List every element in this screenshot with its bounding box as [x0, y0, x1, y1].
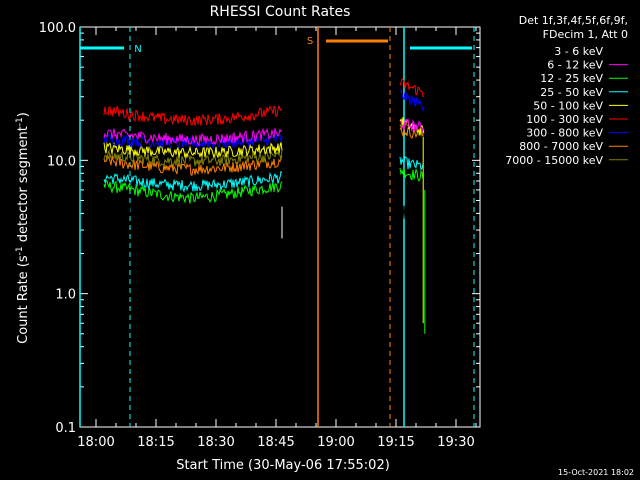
series-line-segment: [103, 127, 282, 147]
series-line-segment: [399, 156, 425, 171]
x-axis-label: Start Time (30-May-06 17:55:02): [176, 458, 390, 473]
saa-label: S: [307, 36, 313, 47]
legend: Det 1f,3f,4f,5f,6f,9f,FDecim 1, Att 0 3 -…: [505, 14, 628, 167]
x-tick-label: 18:15: [137, 435, 174, 450]
legend-entry-label: 25 - 50 keV: [540, 86, 603, 99]
x-tick-label: 18:45: [257, 435, 294, 450]
series-line-segment: [103, 141, 283, 159]
x-tick-label: 18:00: [77, 435, 114, 450]
legend-header-line: Det 1f,3f,4f,5f,6f,9f,: [519, 14, 628, 27]
series-line-segment: [103, 155, 283, 176]
y-axis-label-mid: detector segment: [16, 126, 31, 246]
night-label: N: [134, 44, 141, 55]
series-100-300keV: [103, 78, 425, 126]
x-tick-label: 18:30: [197, 435, 234, 450]
series-12-25keV: [103, 167, 425, 204]
legend-entry-label: 300 - 800 keV: [526, 127, 603, 140]
series-line-segment: [103, 196, 283, 250]
series-line-segment: [399, 89, 425, 113]
legend-entry-label: 800 - 7000 keV: [519, 140, 603, 153]
series-25-50keV: [103, 156, 425, 193]
timestamp: 15-Oct-2021 18:02: [558, 468, 634, 477]
legend-header-line: FDecim 1, Att 0: [543, 28, 628, 41]
series-line-segment: [103, 104, 283, 126]
series-6-12keV: [103, 117, 425, 147]
series-line-segment: [399, 202, 425, 230]
series-line-segment: [103, 170, 283, 193]
x-tick-label: 19:15: [377, 435, 414, 450]
series-line-segment: [399, 167, 425, 182]
plot-area: 100.0 10.0 1.0 0.118:00 18:15 18:30 18:45 19:00…: [39, 21, 481, 450]
y-axis-label-sup1: -1: [15, 246, 25, 255]
legend-entry-label: 100 - 300 keV: [526, 113, 603, 126]
series-line-segment: [399, 78, 425, 98]
series-line-segment: [103, 180, 283, 204]
x-tick-label: 19:00: [317, 435, 354, 450]
series-300-800keV: [103, 89, 425, 150]
x-tick-label: 19:30: [437, 435, 474, 450]
y-tick-label: 0.1: [55, 421, 76, 436]
y-axis-label-end: ): [16, 112, 31, 117]
plot-frame: [79, 26, 481, 428]
legend-entry-label: 6 - 12 keV: [547, 59, 603, 72]
chart-title: RHESSI Count Rates: [210, 4, 351, 20]
legend-entry-label: 7000 - 15000 keV: [505, 154, 603, 167]
series-line-segment: [399, 117, 425, 133]
y-axis-label: Count Rate (s-1 detector segment-1): [15, 112, 31, 344]
legend-entry-label: 12 - 25 keV: [540, 72, 603, 85]
y-tick-label: 100.0: [39, 21, 76, 36]
y-tick-label: 10.0: [47, 154, 76, 169]
y-axis-label-main: Count Rate (s: [16, 255, 31, 344]
series-line-segment: [103, 133, 283, 150]
y-axis-label-sup2: -1: [15, 117, 25, 126]
series-line-segment: [103, 148, 283, 168]
y-tick-label: 1.0: [55, 288, 76, 303]
legend-entry-label: 50 - 100 keV: [533, 99, 603, 112]
legend-entry-label: 3 - 6 keV: [554, 45, 603, 58]
series-3-6keV: [103, 196, 425, 250]
